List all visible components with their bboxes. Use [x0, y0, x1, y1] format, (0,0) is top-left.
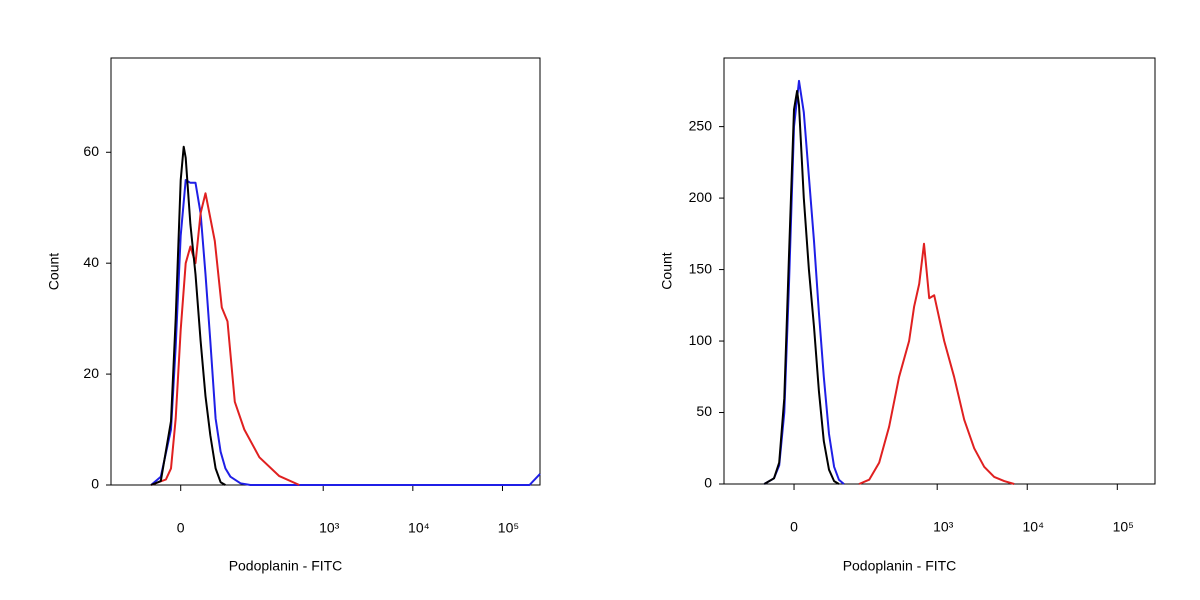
histogram-line — [150, 192, 300, 486]
y-tick-label: 50 — [696, 403, 712, 419]
histogram-line — [150, 145, 226, 486]
histogram-line — [763, 89, 840, 485]
y-tick-label: 40 — [83, 254, 99, 270]
y-axis-label: Count — [659, 252, 675, 289]
y-tick-label: 60 — [83, 143, 99, 159]
y-tick-label: 0 — [704, 475, 712, 491]
x-tick-label: 0 — [790, 519, 798, 535]
y-tick-label: 250 — [689, 117, 713, 133]
x-axis-label: Podoplanin - FITC — [229, 558, 343, 574]
x-tick-label: 10⁴ — [408, 520, 430, 536]
x-tick-label: 10⁵ — [1113, 519, 1134, 535]
x-axis-label: Podoplanin - FITC — [843, 558, 957, 574]
x-tick-label: 0 — [177, 520, 185, 536]
x-tick-label: 10³ — [933, 519, 954, 535]
plot-frame — [723, 57, 1156, 485]
y-tick-label: 100 — [689, 332, 713, 348]
histogram-line — [858, 242, 1015, 485]
histogram-line — [763, 79, 845, 485]
y-tick-label: 200 — [689, 189, 713, 205]
y-tick-label: 150 — [689, 260, 713, 276]
y-tick-label: 20 — [83, 365, 99, 381]
histogram-line — [150, 179, 541, 486]
x-tick-label: 10³ — [319, 520, 340, 536]
y-tick-label: 0 — [91, 476, 99, 492]
x-tick-label: 10⁵ — [498, 520, 519, 536]
y-axis-label: Count — [46, 253, 62, 290]
x-tick-label: 10⁴ — [1022, 519, 1044, 535]
